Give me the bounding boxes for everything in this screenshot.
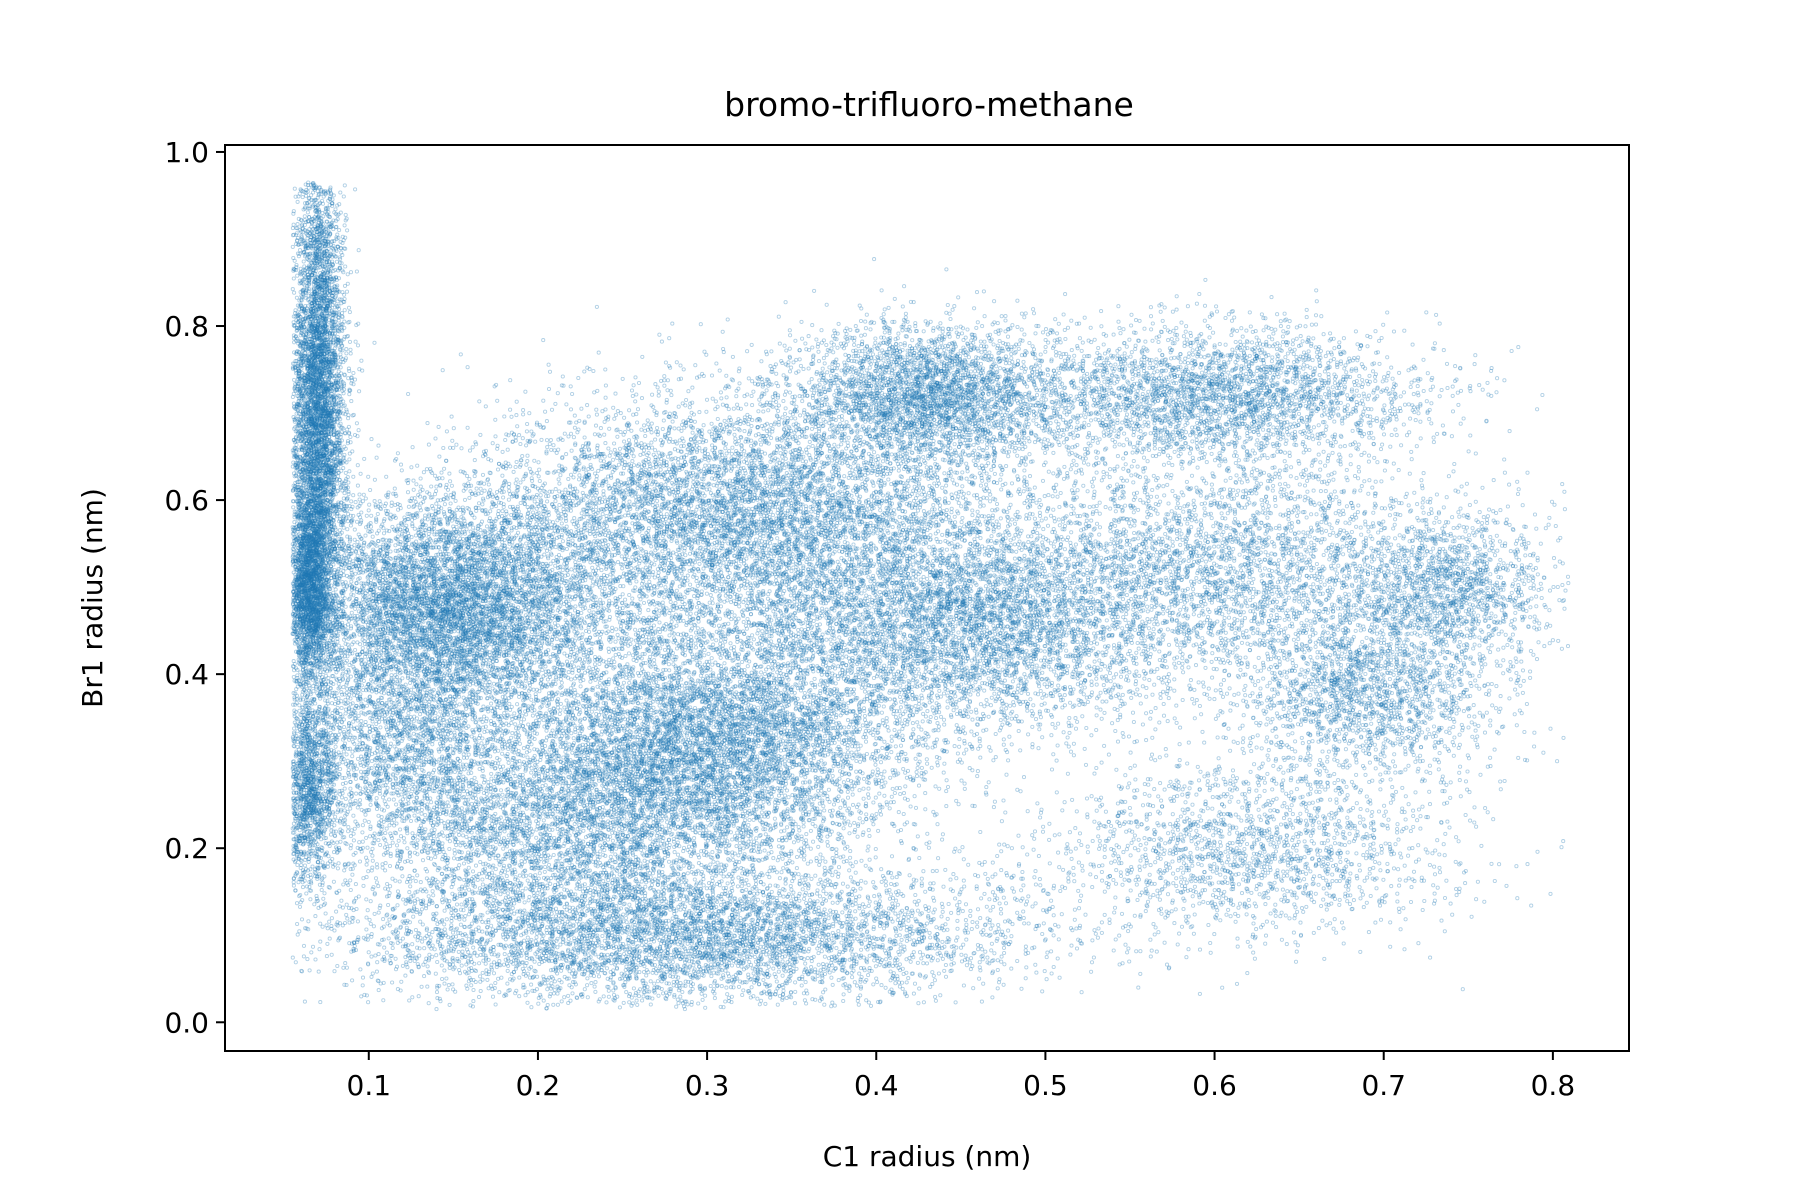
chart-title: bromo-trifluoro-methane bbox=[724, 85, 1134, 124]
